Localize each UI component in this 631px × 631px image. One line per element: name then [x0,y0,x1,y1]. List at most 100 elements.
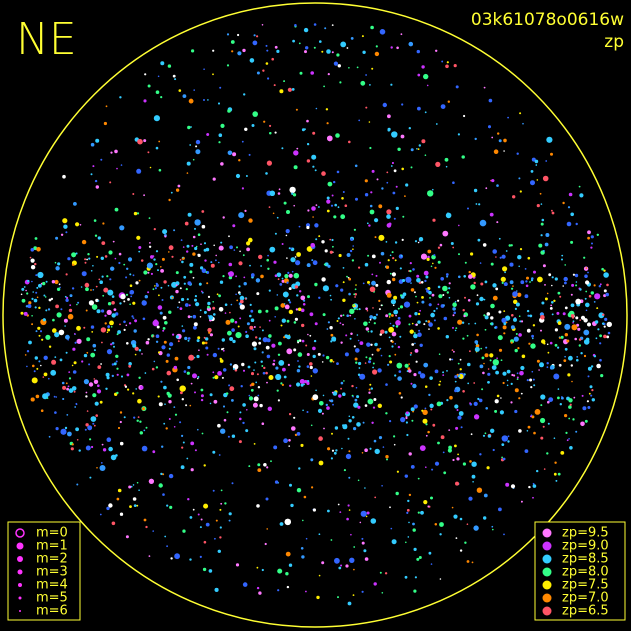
star-dot [593,355,597,358]
star-dot [362,421,365,424]
star-dot [430,265,433,268]
star-dot [545,297,548,301]
star-dot [503,282,508,286]
star-dot [123,263,126,266]
star-dot [457,415,462,420]
star-dot [125,535,129,539]
star-dot [562,201,565,205]
star-dot [473,401,478,406]
star-dot [277,278,280,281]
star-dot [187,339,190,342]
star-dot [200,388,204,392]
star-dot [286,585,290,589]
star-dot [499,410,504,415]
star-dot [182,441,185,444]
star-dot [361,537,364,540]
star-dot [273,84,276,87]
star-dot [443,471,447,475]
star-dot [344,204,348,207]
star-dot [137,138,143,145]
star-dot [492,249,498,254]
star-dot [591,242,593,245]
star-dot [331,449,335,452]
star-dot [454,375,458,379]
star-dot [265,345,270,350]
star-dot [134,353,137,356]
star-dot [550,304,553,307]
star-dot [300,547,304,550]
star-dot [310,243,316,248]
star-dot [349,557,355,563]
star-dot [584,274,588,278]
star-dot [365,327,369,331]
star-dot [378,308,381,311]
star-dot [322,412,324,415]
star-dot [365,74,367,76]
star-dot [428,322,433,327]
star-dot [435,49,438,52]
star-dot [526,430,529,432]
star-dot [266,354,271,359]
star-dot [200,266,204,270]
star-dot [512,285,514,287]
star-dot [33,298,38,303]
star-dot [289,186,296,194]
star-dot [370,330,373,333]
star-dot [43,294,46,297]
star-dot [111,313,116,318]
magnitude-label: m=6 [36,604,68,619]
star-dot [519,320,522,323]
star-dot [400,417,406,423]
star-dot [204,311,207,314]
star-dot [218,141,221,144]
star-dot [370,25,374,30]
star-dot [116,167,118,170]
star-dot [507,440,510,443]
star-dot [55,304,59,309]
star-dot [123,300,126,303]
star-dot [242,254,245,257]
star-dot [60,308,63,311]
star-dot [412,268,415,271]
star-dot [111,295,115,298]
star-dot [386,171,389,174]
star-dot [351,259,355,262]
star-dot [330,399,334,403]
star-dot [148,217,151,220]
star-dot [285,234,288,237]
star-dot [536,469,539,473]
star-dot [358,367,361,369]
star-dot [289,384,292,387]
star-dot [496,357,498,360]
star-dot [546,366,549,369]
star-dot [408,323,411,326]
star-dot [93,378,96,380]
star-dot [81,360,84,363]
star-dot [279,522,284,526]
star-dot [192,235,196,239]
star-dot [304,50,307,54]
star-dot [468,323,470,325]
star-dot [66,296,69,300]
star-dot [48,298,52,302]
star-dot [51,359,57,365]
star-dot [192,276,195,279]
star-dot [223,418,227,422]
star-dot [380,304,383,307]
star-dot [420,281,424,284]
star-dot [244,209,247,212]
star-dot [138,349,142,352]
star-dot [42,318,46,322]
star-dot [336,53,340,57]
star-dot [210,261,213,264]
star-dot [568,438,570,440]
star-dot [208,315,214,320]
star-dot [71,263,75,266]
star-dot [346,517,349,521]
star-dot [385,412,388,415]
star-dot [208,331,211,334]
star-dot [348,140,351,144]
star-dot [594,293,601,300]
star-dot [399,335,402,338]
star-dot [24,354,27,356]
